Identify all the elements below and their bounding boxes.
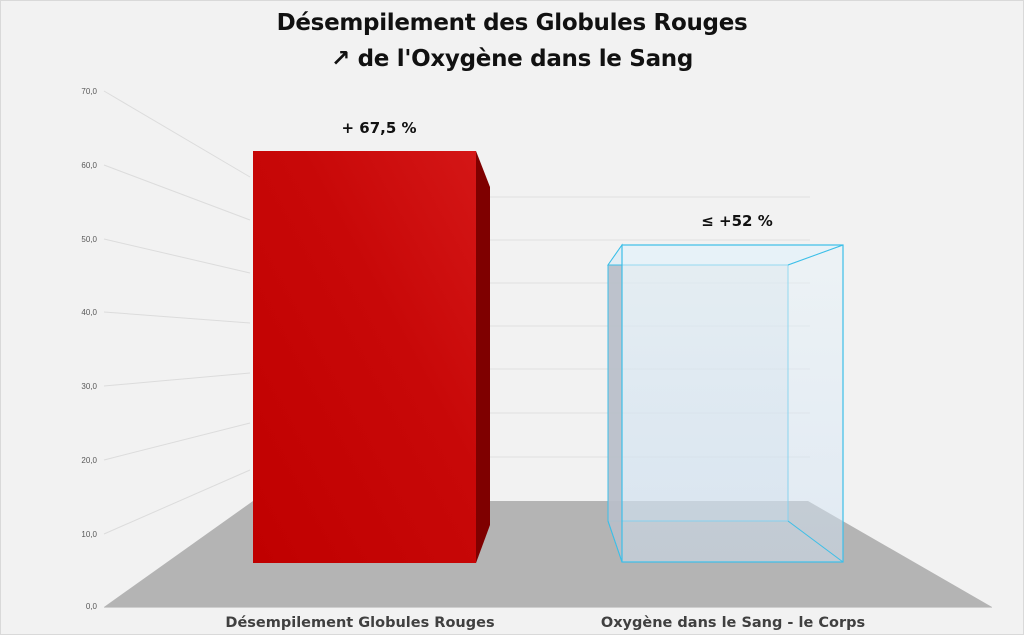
side-gridlines bbox=[103, 90, 251, 535]
x-label-desempilement: Désempilement Globules Rouges bbox=[225, 615, 494, 631]
y-axis: 0,0 10,0 20,0 30,0 40,0 50,0 60,0 70,0 bbox=[81, 87, 97, 611]
bar1-front-face bbox=[253, 151, 476, 563]
y-tick-10: 10,0 bbox=[81, 530, 97, 539]
x-label-oxygene: Oxygène dans le Sang - le Corps bbox=[601, 615, 865, 631]
chart-title: Désempilement des Globules Rouges bbox=[276, 10, 748, 36]
y-tick-30: 30,0 bbox=[81, 382, 97, 391]
bar2-front-face bbox=[621, 244, 844, 563]
y-tick-40: 40,0 bbox=[81, 308, 97, 317]
y-tick-60: 60,0 bbox=[81, 161, 97, 170]
y-tick-70: 70,0 bbox=[81, 87, 97, 96]
bar2-left-face bbox=[607, 243, 623, 563]
data-label-bar1: + 67,5 % bbox=[341, 119, 416, 137]
bar-desempilement-globules-rouges[interactable] bbox=[253, 151, 490, 563]
y-tick-0: 0,0 bbox=[86, 602, 98, 611]
bar-oxygene-dans-le-sang[interactable] bbox=[607, 243, 844, 563]
bar1-side-face bbox=[476, 151, 490, 563]
y-tick-20: 20,0 bbox=[81, 456, 97, 465]
chart-subtitle: ↗ de l'Oxygène dans le Sang bbox=[330, 46, 694, 72]
data-label-bar2: ≤ +52 % bbox=[701, 212, 772, 230]
x-axis: Désempilement Globules Rouges Oxygène da… bbox=[225, 615, 865, 631]
chart-floor bbox=[104, 501, 992, 607]
y-tick-50: 50,0 bbox=[81, 235, 97, 244]
